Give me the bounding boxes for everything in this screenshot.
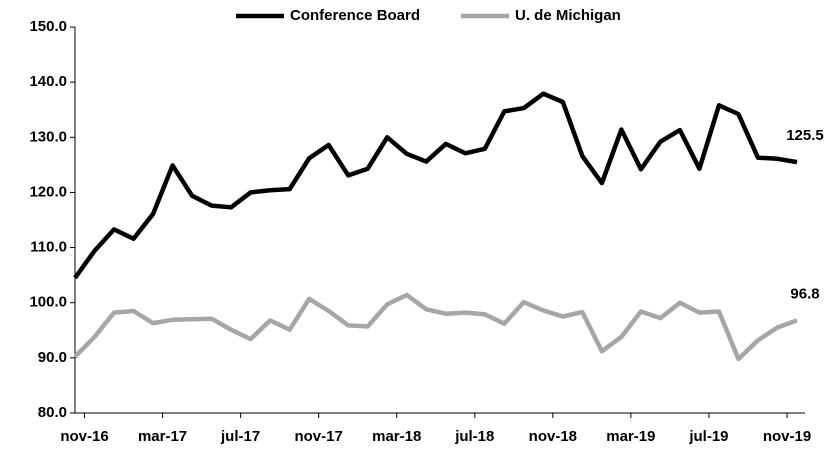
end-value-label: 96.8 <box>790 285 819 302</box>
x-tick-label: nov-19 <box>763 428 811 445</box>
series-line <box>73 91 798 280</box>
x-tick-label: jul-19 <box>688 428 728 445</box>
y-tick-label: 130.0 <box>29 128 67 145</box>
y-tick-label: 80.0 <box>38 404 67 421</box>
x-tick-label: nov-18 <box>529 428 577 445</box>
y-tick-label: 150.0 <box>29 18 67 35</box>
y-tick-label: 140.0 <box>29 73 67 90</box>
x-tick-label: mar-19 <box>606 428 655 445</box>
y-tick-label: 120.0 <box>29 183 67 200</box>
y-tick-label: 90.0 <box>38 349 67 366</box>
x-tick-label: mar-17 <box>138 428 187 445</box>
y-tick-label: 110.0 <box>30 239 67 256</box>
x-tick-label: jul-17 <box>220 428 260 445</box>
x-tick-label: nov-17 <box>294 428 342 445</box>
legend-label: Conference Board <box>290 7 420 24</box>
x-tick-label: nov-16 <box>60 428 108 445</box>
x-tick-label: mar-18 <box>372 428 421 445</box>
end-value-label: 125.5 <box>786 127 824 144</box>
legend-label: U. de Michigan <box>515 7 621 24</box>
y-tick-label: 100.0 <box>29 294 67 311</box>
series-line <box>73 292 798 362</box>
x-tick-label: jul-18 <box>454 428 494 445</box>
